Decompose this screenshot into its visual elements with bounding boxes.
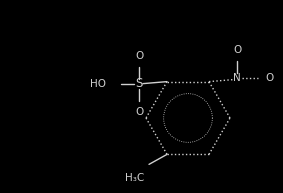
Text: H₃C: H₃C (125, 173, 145, 183)
Text: O: O (135, 107, 143, 117)
Text: O: O (233, 45, 241, 55)
Text: HO: HO (90, 79, 106, 89)
Text: O: O (265, 73, 273, 83)
Text: S: S (135, 77, 143, 90)
Text: O: O (135, 51, 143, 61)
Text: N: N (233, 73, 241, 83)
